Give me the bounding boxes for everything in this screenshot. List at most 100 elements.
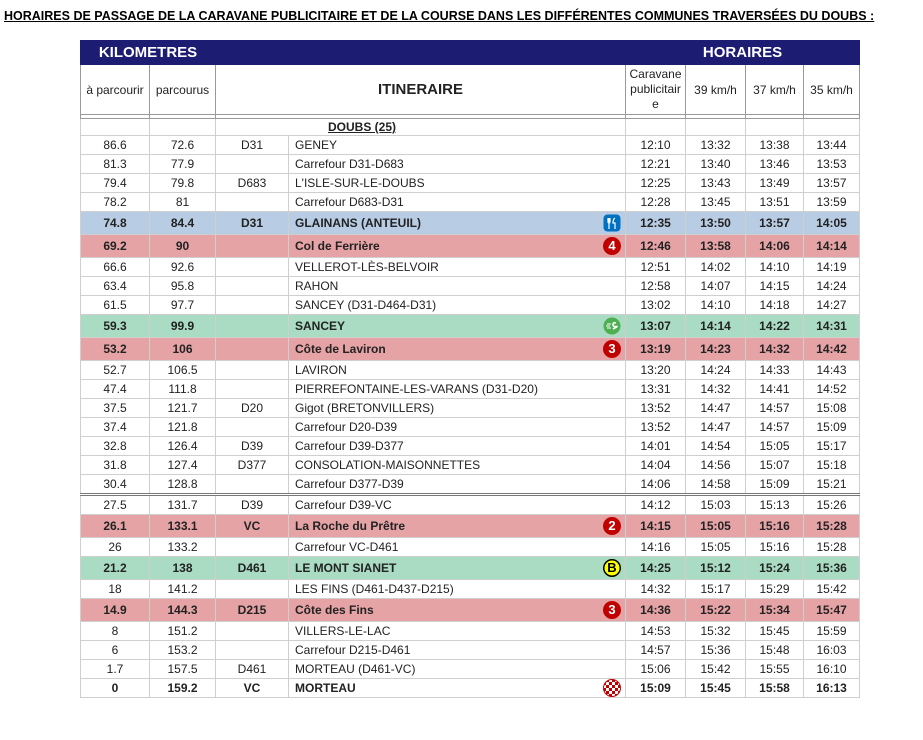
cell: 16:13 bbox=[803, 678, 860, 698]
cell bbox=[625, 118, 686, 136]
cell: Carrefour D39-D377 bbox=[288, 436, 626, 456]
cell: 61.5 bbox=[80, 295, 150, 315]
table-row: 6 153.2 Carrefour D215-D461 14:57 15:36 15:48… bbox=[80, 640, 860, 660]
cell: 15:16 bbox=[745, 514, 804, 538]
section-row: DOUBS (25) bbox=[80, 118, 860, 136]
cell: D683 bbox=[215, 173, 289, 193]
cell: LE MONT SIANET B bbox=[288, 556, 626, 580]
cell bbox=[215, 154, 289, 174]
schedule-table: KILOMETRES HORAIRES à parcourir parcouru… bbox=[80, 40, 860, 698]
cell: 14:01 bbox=[625, 436, 686, 456]
cell: 14:14 bbox=[803, 234, 860, 258]
cell: 144.3 bbox=[149, 598, 216, 622]
cell: 157.5 bbox=[149, 659, 216, 679]
cell: 151.2 bbox=[149, 621, 216, 641]
cell: 13:20 bbox=[625, 360, 686, 380]
cell: 153.2 bbox=[149, 640, 216, 660]
cell: 14:36 bbox=[625, 598, 686, 622]
cell: 30.4 bbox=[80, 474, 150, 495]
cell: 13:46 bbox=[745, 154, 804, 174]
table-row: 14.9 144.3 D215 Côte des Fins 3 14:36 15:22 15:… bbox=[80, 598, 860, 622]
table-row: 32.8 126.4 D39 Carrefour D39-D377 14:01 14:54… bbox=[80, 436, 860, 456]
cell: 14:23 bbox=[685, 337, 746, 361]
page-title: HORAIRES DE PASSAGE DE LA CARAVANE PUBLI… bbox=[4, 9, 875, 23]
cell: 6 bbox=[80, 640, 150, 660]
cell: 14.9 bbox=[80, 598, 150, 622]
cell bbox=[215, 417, 289, 437]
cell: 15:17 bbox=[803, 436, 860, 456]
cell: 14:16 bbox=[625, 537, 686, 557]
cell: 69.2 bbox=[80, 234, 150, 258]
cell bbox=[685, 118, 746, 136]
cell: 21.2 bbox=[80, 556, 150, 580]
cell: 133.2 bbox=[149, 537, 216, 557]
cell: D461 bbox=[215, 659, 289, 679]
cell: SANCEY bbox=[288, 314, 626, 338]
cell: Col de Ferrière 4 bbox=[288, 234, 626, 258]
cell: 15:58 bbox=[745, 678, 804, 698]
cell: RAHON bbox=[288, 276, 626, 296]
cell: LES FINS (D461-D437-D215) bbox=[288, 579, 626, 599]
cell: 14:54 bbox=[685, 436, 746, 456]
cell: Carrefour D215-D461 bbox=[288, 640, 626, 660]
cell bbox=[215, 337, 289, 361]
cell: 12:25 bbox=[625, 173, 686, 193]
table-row: 1.7 157.5 D461 MORTEAU (D461-VC) 15:06 15:42 1… bbox=[80, 659, 860, 679]
cell: 14:57 bbox=[745, 417, 804, 437]
header-cell: à parcourir bbox=[80, 64, 150, 115]
cell: GENEY bbox=[288, 135, 626, 155]
cell: D39 bbox=[215, 436, 289, 456]
cell: 14:06 bbox=[745, 234, 804, 258]
cell: 8 bbox=[80, 621, 150, 641]
cell: 27.5 bbox=[80, 493, 150, 515]
table-row: 18 141.2 LES FINS (D461-D437-D215) 14:32 15:… bbox=[80, 579, 860, 599]
cell: VELLEROT-LÈS-BELVOIR bbox=[288, 257, 626, 277]
cell: 15:32 bbox=[685, 621, 746, 641]
cell: 14:32 bbox=[745, 337, 804, 361]
cell: 15:34 bbox=[745, 598, 804, 622]
cell: CONSOLATION-MAISONNETTES bbox=[288, 455, 626, 475]
cell bbox=[215, 621, 289, 641]
cell: 12:35 bbox=[625, 211, 686, 235]
cell: 15:55 bbox=[745, 659, 804, 679]
cell bbox=[215, 379, 289, 399]
cell: 111.8 bbox=[149, 379, 216, 399]
cell: 133.1 bbox=[149, 514, 216, 538]
cell: 15:13 bbox=[745, 493, 804, 515]
cell: D20 bbox=[215, 398, 289, 418]
cell: 79.8 bbox=[149, 173, 216, 193]
cell: 13:57 bbox=[745, 211, 804, 235]
cell: D31 bbox=[215, 211, 289, 235]
cell: 81.3 bbox=[80, 154, 150, 174]
cell: 26.1 bbox=[80, 514, 150, 538]
cell bbox=[215, 192, 289, 212]
cell: 12:51 bbox=[625, 257, 686, 277]
cell: 106 bbox=[149, 337, 216, 361]
cell: 92.6 bbox=[149, 257, 216, 277]
table-row: 27.5 131.7 D39 Carrefour D39-VC 14:12 15:03 15… bbox=[80, 493, 860, 515]
cell bbox=[215, 276, 289, 296]
cell: VILLERS-LE-LAC bbox=[288, 621, 626, 641]
cell: MORTEAU bbox=[288, 678, 626, 698]
cell: D31 bbox=[215, 135, 289, 155]
cell: 121.8 bbox=[149, 417, 216, 437]
header-cell: 37 km/h bbox=[745, 64, 804, 115]
cell bbox=[215, 640, 289, 660]
cell: Carrefour D377-D39 bbox=[288, 474, 626, 495]
cell: 15:06 bbox=[625, 659, 686, 679]
cell: 66.6 bbox=[80, 257, 150, 277]
table-row: 37.4 121.8 Carrefour D20-D39 13:52 14:47 14:5… bbox=[80, 417, 860, 437]
table-row: 78.2 81 Carrefour D683-D31 12:28 13:45 13:51 1… bbox=[80, 192, 860, 212]
cell: 12:10 bbox=[625, 135, 686, 155]
cell: 63.4 bbox=[80, 276, 150, 296]
cell: 37.4 bbox=[80, 417, 150, 437]
cell: 12:46 bbox=[625, 234, 686, 258]
cell: 15:05 bbox=[745, 436, 804, 456]
cell: 13:19 bbox=[625, 337, 686, 361]
section-title: DOUBS (25) bbox=[215, 118, 626, 136]
cell: 128.8 bbox=[149, 474, 216, 495]
cell: 13:31 bbox=[625, 379, 686, 399]
cell: Carrefour D683-D31 bbox=[288, 192, 626, 212]
cell bbox=[215, 537, 289, 557]
cell: 53.2 bbox=[80, 337, 150, 361]
